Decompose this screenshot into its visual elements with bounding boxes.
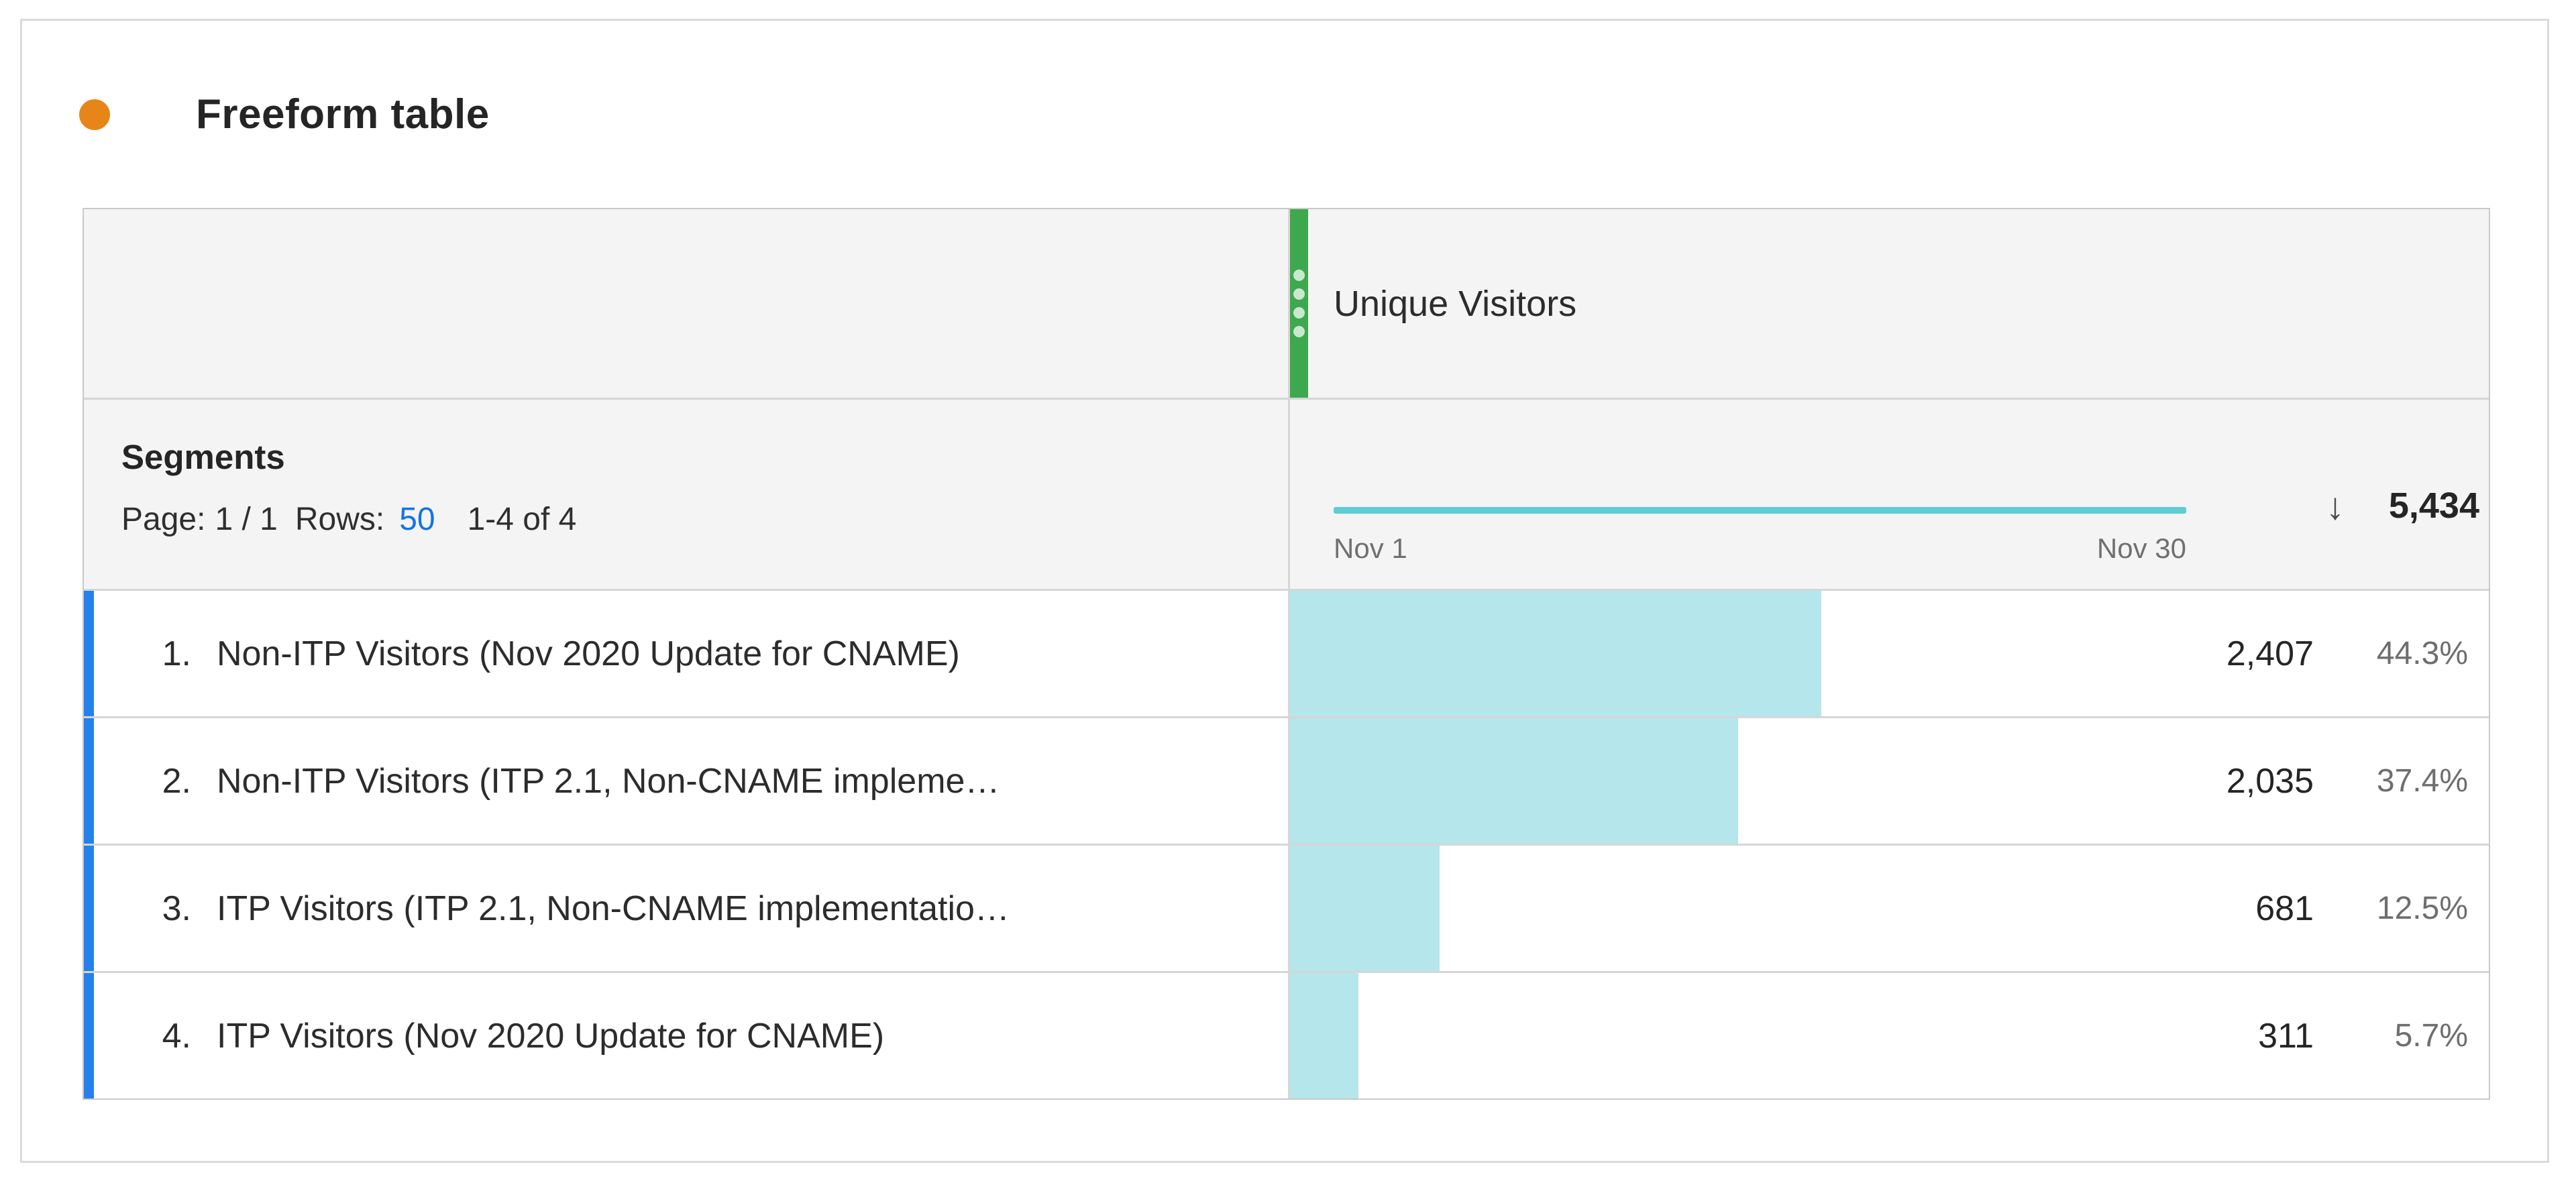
metric-percent: 12.5% (2376, 891, 2468, 926)
table-row[interactable]: 2. Non-ITP Visitors (ITP 2.1, Non-CNAME … (84, 716, 2489, 844)
row-selection-indicator (84, 973, 94, 1098)
metric-value: 311 (2258, 1016, 2314, 1056)
dimension-title: Segments (121, 438, 285, 476)
row-selection-indicator (84, 846, 94, 971)
metric-header-spacer-cell (84, 209, 1288, 398)
panel-accent-dot-icon (79, 99, 110, 130)
row-selection-indicator (84, 591, 94, 716)
metric-header-label: Unique Visitors (1334, 283, 1577, 324)
page-label: Page: (121, 502, 206, 537)
table-row[interactable]: 4. ITP Visitors (Nov 2020 Update for CNA… (84, 971, 2489, 1098)
table-row[interactable]: 3. ITP Visitors (ITP 2.1, Non-CNAME impl… (84, 844, 2489, 971)
segment-label[interactable]: Non-ITP Visitors (Nov 2020 Update for CN… (217, 634, 960, 673)
value-bar (1290, 591, 1821, 716)
metric-summary-cell: Nov 1 Nov 30 ↓ 5,434 (1288, 400, 2489, 589)
metric-value: 2,407 (2226, 634, 2314, 673)
row-selection-indicator (84, 718, 94, 844)
value-bar (1290, 718, 1739, 844)
sparkline-line (1334, 507, 2186, 514)
sparkline: Nov 1 Nov 30 (1334, 507, 2186, 565)
rows-label: Rows: (294, 502, 385, 537)
pagination-line: Page: 1 / 1 Rows: 50 1-4 of 4 (121, 501, 1288, 538)
dimension-header-row: Segments Page: 1 / 1 Rows: 50 1-4 of 4 N… (84, 398, 2489, 589)
metric-percent: 37.4% (2376, 763, 2468, 799)
row-number: 3. (162, 889, 191, 928)
metric-value: 2,035 (2226, 761, 2314, 801)
sparkline-end-label: Nov 30 (2096, 532, 2186, 564)
column-total-value: 5,434 (2388, 486, 2479, 526)
dimension-header-cell: Segments Page: 1 / 1 Rows: 50 1-4 of 4 (84, 400, 1288, 589)
row-number: 1. (162, 634, 191, 673)
table-row[interactable]: 1. Non-ITP Visitors (Nov 2020 Update for… (84, 589, 2489, 716)
metric-value: 681 (2255, 889, 2314, 928)
column-total[interactable]: ↓ 5,434 (2326, 465, 2479, 546)
column-drag-handle-icon[interactable] (1290, 209, 1308, 398)
segment-label[interactable]: ITP Visitors (ITP 2.1, Non-CNAME impleme… (217, 889, 1010, 928)
freeform-table: Unique Visitors Segments Page: 1 / 1 Row… (83, 208, 2490, 1100)
metric-header-cell[interactable]: Unique Visitors (1288, 209, 2489, 398)
metric-header-row: Unique Visitors (84, 209, 2489, 398)
segment-label[interactable]: Non-ITP Visitors (ITP 2.1, Non-CNAME imp… (217, 761, 1000, 801)
metric-percent: 44.3% (2376, 636, 2468, 671)
row-number: 4. (162, 1016, 191, 1056)
sort-descending-icon[interactable]: ↓ (2325, 484, 2345, 527)
panel-title: Freeform table (196, 91, 490, 137)
rows-per-page-link[interactable]: 50 (399, 502, 435, 537)
panel-header: Freeform table (79, 91, 490, 138)
value-bar (1290, 846, 1440, 971)
page-value: 1 / 1 (215, 502, 278, 537)
freeform-table-panel: Freeform table Unique Visitors Segments … (20, 19, 2549, 1163)
value-bar (1290, 973, 1358, 1098)
metric-percent: 5.7% (2394, 1018, 2468, 1054)
segment-label[interactable]: ITP Visitors (Nov 2020 Update for CNAME) (217, 1016, 885, 1056)
row-range-text: 1-4 of 4 (467, 502, 577, 537)
sparkline-start-label: Nov 1 (1334, 532, 1407, 564)
row-number: 2. (162, 761, 191, 801)
